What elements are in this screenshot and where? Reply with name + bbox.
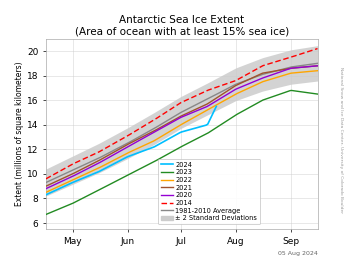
Y-axis label: Extent (millions of square kilometers): Extent (millions of square kilometers) [15, 62, 24, 206]
Text: 05 Aug 2024: 05 Aug 2024 [278, 251, 317, 256]
Text: National Snow and Ice Data Center, University of Colorado Boulder: National Snow and Ice Data Center, Unive… [339, 67, 343, 213]
Legend: 2024, 2023, 2022, 2021, 2020, 2014, 1981-2010 Average, ± 2 Standard Deviations: 2024, 2023, 2022, 2021, 2020, 2014, 1981… [158, 159, 260, 224]
Title: Antarctic Sea Ice Extent
(Area of ocean with at least 15% sea ice): Antarctic Sea Ice Extent (Area of ocean … [75, 15, 289, 37]
